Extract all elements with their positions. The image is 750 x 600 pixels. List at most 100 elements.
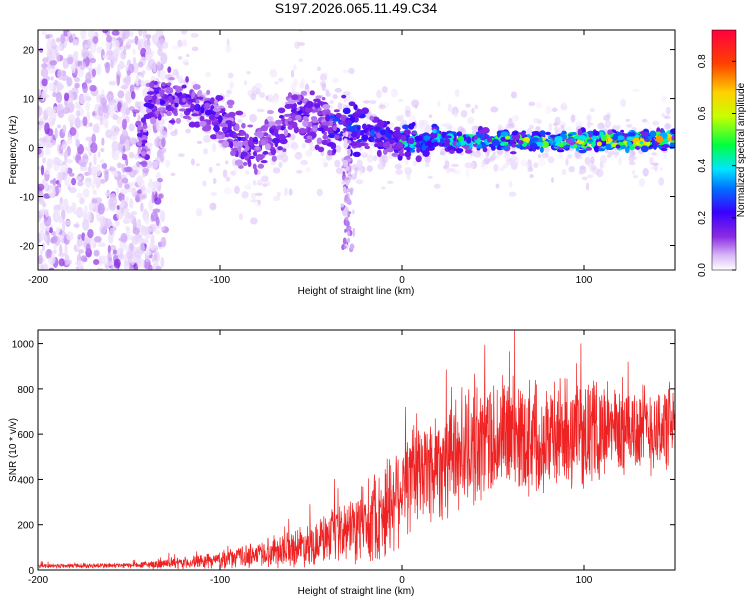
spectrogram-cell xyxy=(67,177,72,188)
spectrogram-cell xyxy=(323,131,328,136)
spectrogram-cell xyxy=(258,91,266,98)
spectrogram-cell xyxy=(166,111,172,117)
spectrogram-cell xyxy=(425,163,430,167)
spectrogram-cell xyxy=(508,180,513,188)
spectrogram-cell xyxy=(539,137,543,142)
spectrogram-cell xyxy=(230,170,237,176)
spectrogram-cell xyxy=(78,93,87,105)
spectrogram-cell xyxy=(655,135,664,143)
spectrogram-cell xyxy=(172,45,180,50)
spectrogram-cell xyxy=(159,69,167,82)
spectrogram-cell xyxy=(648,135,652,140)
spectrogram-cell xyxy=(48,114,52,123)
spectrogram-cell xyxy=(93,114,101,120)
spectrogram-cell xyxy=(516,144,521,149)
spectrogram-cell xyxy=(574,150,581,159)
spectrogram-cell xyxy=(639,140,644,145)
spectrogram-cell xyxy=(142,129,148,133)
spectrogram-cell xyxy=(476,143,483,149)
colorbar-tick-label: 0.0 xyxy=(697,263,708,277)
spectrogram-cell xyxy=(130,91,136,100)
spectrogram-cell xyxy=(577,128,583,136)
spectrogram-cell xyxy=(136,178,143,186)
spectrogram-cell xyxy=(641,131,646,136)
spectrogram-cell xyxy=(60,145,66,150)
spectrogram-cell xyxy=(55,226,61,234)
spectrogram-cell xyxy=(56,124,62,129)
spectrogram-cell xyxy=(321,83,326,92)
spectrogram-cell xyxy=(359,167,363,176)
spectrogram-cell xyxy=(269,68,278,78)
spectrogram-cell xyxy=(120,106,127,114)
spectrogram-cell xyxy=(44,167,51,175)
spectrogram-cell xyxy=(134,35,139,45)
spectrogram-cell xyxy=(342,69,349,74)
spectrogram-cell xyxy=(175,85,182,94)
spectrogram-cell xyxy=(161,82,166,87)
spectrogram-cell xyxy=(221,126,229,133)
spectrogram-cell xyxy=(54,79,59,86)
spectrogram-cell xyxy=(305,149,313,157)
spectrogram-cell xyxy=(168,95,173,102)
spectrogram-cell xyxy=(124,183,130,190)
spectrogram-cell xyxy=(232,132,238,138)
spectrogram-cell xyxy=(344,177,350,181)
spectrogram-cell xyxy=(44,148,51,156)
spectrogram-cell xyxy=(66,136,73,145)
spectrogram-cell xyxy=(665,106,671,115)
spectrogram-cell xyxy=(139,161,147,165)
spectrogram-cell xyxy=(538,158,546,167)
spectrogram-cell xyxy=(60,33,66,44)
spectrogram-cell xyxy=(400,113,404,121)
spectrogram-cell xyxy=(396,141,404,149)
spectrogram-cell xyxy=(343,138,348,143)
spectrogram-cell xyxy=(230,147,239,152)
spectrogram-cell xyxy=(104,218,112,229)
spectrogram-cell xyxy=(155,216,160,227)
spectrogram-cell xyxy=(554,135,563,143)
colorbar-tick-label: 0.4 xyxy=(697,158,708,172)
spectrogram-cell xyxy=(160,256,165,268)
spectrogram-cell xyxy=(294,41,300,50)
spectrogram-cell xyxy=(438,142,443,147)
spectrogram-ytick-label: 10 xyxy=(23,95,35,106)
spectrogram-cell xyxy=(190,33,199,38)
spectrogram-cell xyxy=(123,216,130,224)
spectrogram-cell xyxy=(194,104,199,110)
spectrogram-cell xyxy=(167,66,172,73)
spectrogram-cell xyxy=(252,180,257,186)
spectrogram-cell xyxy=(113,39,120,50)
spectrogram-cell xyxy=(116,205,120,210)
spectrogram-cell xyxy=(206,89,211,95)
spectrogram-cell xyxy=(226,99,235,106)
spectrogram-cell xyxy=(155,156,161,167)
spectrogram-cell xyxy=(210,110,216,116)
spectrogram-cell xyxy=(525,159,532,169)
spectrogram-cell xyxy=(386,147,394,153)
spectrogram-cell xyxy=(361,107,370,115)
spectrogram-cell xyxy=(88,201,95,212)
spectrogram-cell xyxy=(344,228,347,233)
spectrogram-cell xyxy=(374,126,380,131)
spectrogram-cell xyxy=(317,127,325,132)
spectrogram-cell xyxy=(369,115,375,121)
spectrogram-cell xyxy=(442,164,447,170)
spectrogram-cell xyxy=(596,168,604,178)
spectrogram-cell xyxy=(125,226,130,231)
spectrogram-cell xyxy=(420,125,427,135)
spectrogram-cell xyxy=(510,155,517,162)
spectrogram-cell xyxy=(460,139,466,147)
spectrogram-cell xyxy=(175,92,183,97)
spectrogram-cell xyxy=(217,131,223,135)
spectrogram-cell xyxy=(89,142,98,154)
spectrogram-cell xyxy=(169,106,174,112)
spectrogram-cell xyxy=(544,105,553,115)
spectrogram-cell xyxy=(212,177,217,184)
snr-frame xyxy=(37,329,676,571)
spectrogram-cell xyxy=(312,127,317,131)
spectrogram-cell xyxy=(493,163,499,172)
spectrogram-cell xyxy=(237,145,242,154)
spectrogram-cell xyxy=(447,103,452,113)
